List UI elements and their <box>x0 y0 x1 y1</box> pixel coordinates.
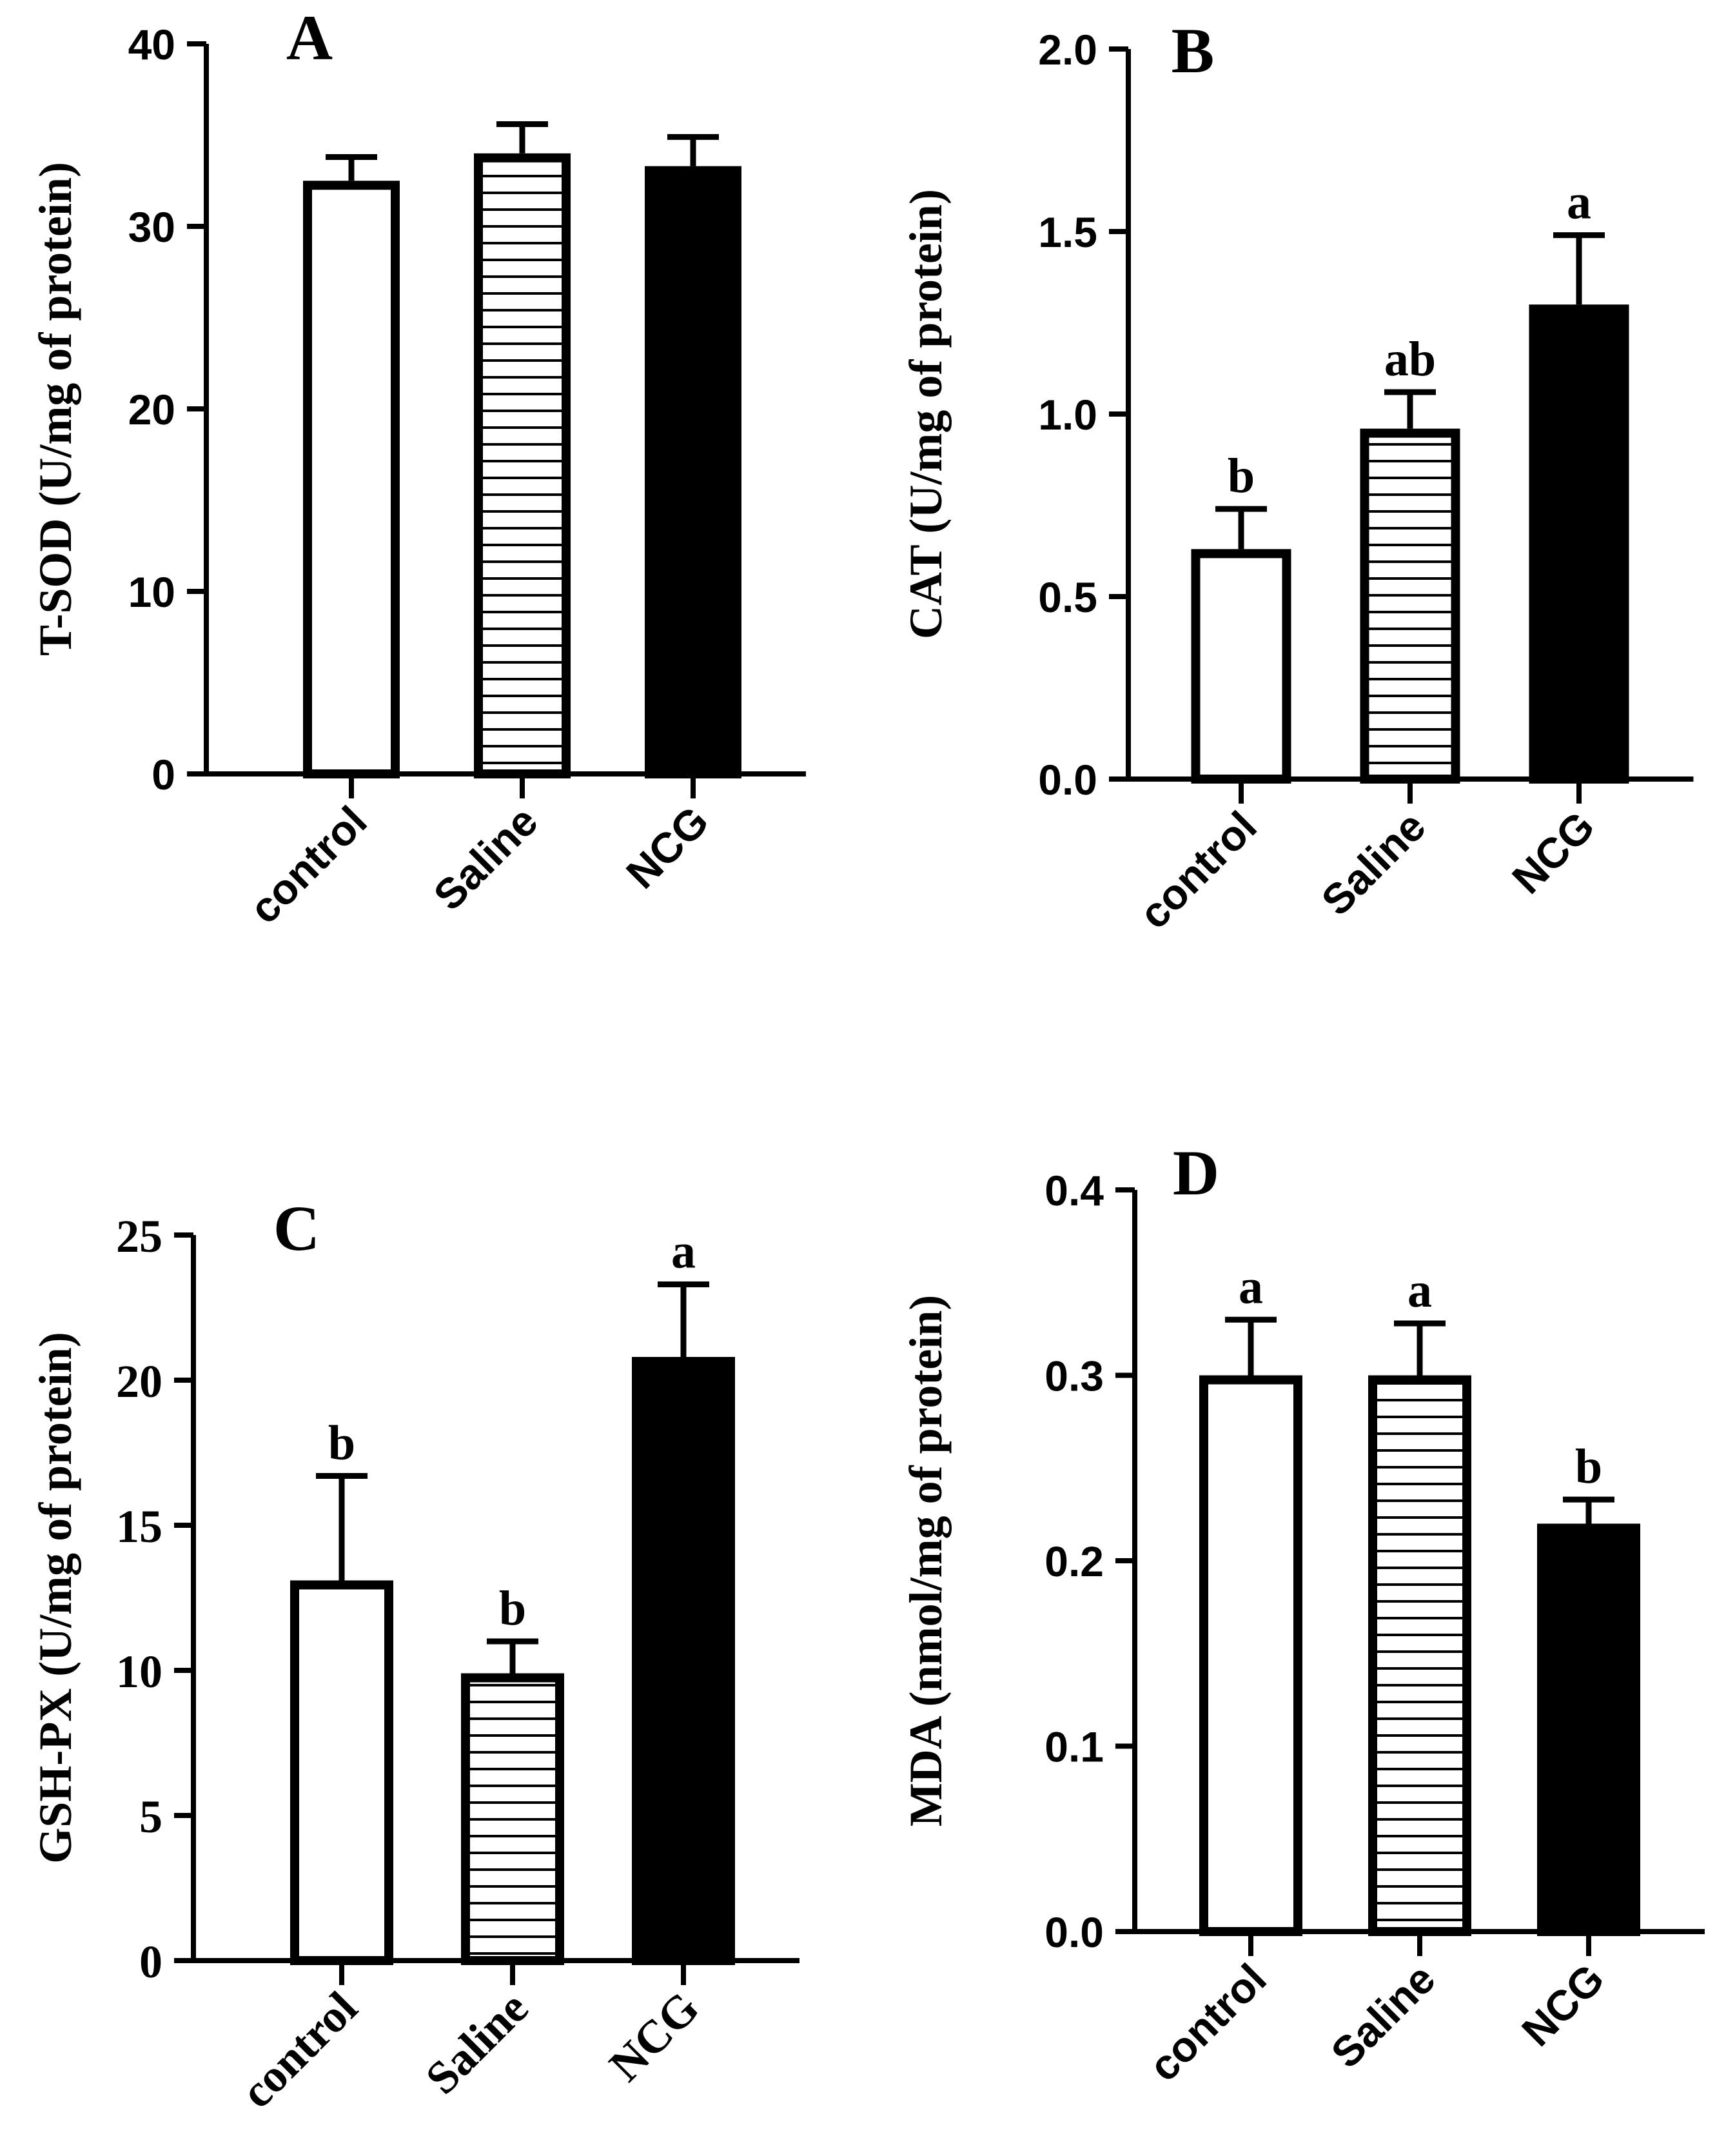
panel-label: B <box>1172 15 1215 86</box>
bar-control <box>303 181 400 778</box>
x-tick-label-saline: Saline <box>416 1982 538 2104</box>
bar-ncg <box>645 166 741 778</box>
panel-label: A <box>286 2 333 74</box>
y-axis-title: T-SOD (U/mg of protein) <box>30 162 81 656</box>
bar-control <box>290 1580 393 1965</box>
significance-label: b <box>1228 449 1255 503</box>
y-tick-label: 40 <box>128 21 175 68</box>
bar-saline <box>461 1673 564 1965</box>
significance-label: b <box>1575 1439 1602 1494</box>
y-tick-label: 10 <box>128 568 175 616</box>
chart-panel-b: 0.0 0.5 1.0 1.5 2.0 CAT (U/mg of protein) Bb co… <box>900 15 1694 938</box>
y-tick-label: 1.0 <box>1038 391 1097 439</box>
bar-ncg <box>1529 304 1629 784</box>
y-tick-label: 0 <box>152 751 175 798</box>
y-tick-label: 15 <box>116 1501 162 1552</box>
y-tick-label: 0.5 <box>1038 573 1097 621</box>
bar-ncg <box>1537 1523 1640 1936</box>
x-tick-label-saline: Saline <box>1312 802 1435 925</box>
y-tick-label: 20 <box>116 1356 162 1407</box>
y-axis-title: CAT (U/mg of protein) <box>900 189 952 639</box>
chart-panel-d: 0.0 0.1 0.2 0.3 0.4 MDA (nmol/mg of protein) D… <box>900 1137 1705 2090</box>
significance-label: a <box>1407 1263 1432 1318</box>
y-tick-label: 20 <box>128 386 175 433</box>
bar-saline <box>1360 428 1460 784</box>
significance-label: a <box>1567 175 1591 230</box>
panel-label: D <box>1173 1137 1219 1209</box>
x-tick-label-control: control <box>240 797 375 933</box>
y-tick-label: 1.5 <box>1038 208 1097 256</box>
chart-panel-c: 0 5 10 15 20 25 GSH-PX (U/mg of protein) Cb cont… <box>30 1192 799 2118</box>
x-tick-label-control: control <box>231 1982 367 2118</box>
x-tick-label-ncg: NCG <box>1503 802 1603 903</box>
y-tick-label: 0.4 <box>1044 1167 1104 1214</box>
significance-label: a <box>671 1225 696 1279</box>
bar-control <box>1191 549 1291 784</box>
y-tick-label: 2.0 <box>1038 26 1097 74</box>
significance-label: b <box>328 1416 355 1470</box>
y-axis-title: GSH-PX (U/mg of protein) <box>30 1332 81 1864</box>
bar-control <box>1199 1375 1302 1936</box>
y-tick-label: 10 <box>116 1646 162 1697</box>
x-tick-label-ncg: NCG <box>617 797 718 898</box>
y-tick-label: 0.0 <box>1038 756 1097 804</box>
bar-ncg <box>632 1357 735 1965</box>
significance-label: ab <box>1384 332 1436 386</box>
x-tick-label-saline: Saline <box>424 797 547 920</box>
y-tick-label: 30 <box>128 203 175 251</box>
x-tick-label-control: control <box>1139 1955 1275 2090</box>
y-tick-label: 0.3 <box>1044 1352 1104 1399</box>
y-tick-label: 0.2 <box>1044 1538 1104 1585</box>
y-axis-title: MDA (nmol/mg of protein) <box>900 1295 952 1827</box>
significance-label: a <box>1239 1260 1263 1314</box>
x-tick-label-control: control <box>1130 802 1265 938</box>
y-tick-label: 0.0 <box>1044 1908 1104 1956</box>
y-tick-label: 0.1 <box>1044 1723 1104 1770</box>
x-tick-label-ncg: NCG <box>600 1982 709 2092</box>
panel-label: C <box>273 1192 320 1264</box>
y-tick-label: 0 <box>139 1936 162 1988</box>
significance-label: b <box>499 1581 526 1636</box>
chart-panel-a: 0 10 20 30 40 T-SOD (U/mg of protein) Acontrol… <box>30 2 806 933</box>
y-tick-label: 5 <box>139 1791 162 1843</box>
x-tick-label-saline: Saline <box>1322 1955 1444 2077</box>
y-tick-label: 25 <box>116 1211 162 1262</box>
bar-saline <box>474 153 571 779</box>
x-tick-label-ncg: NCG <box>1513 1955 1613 2055</box>
bar-saline <box>1368 1375 1471 1936</box>
